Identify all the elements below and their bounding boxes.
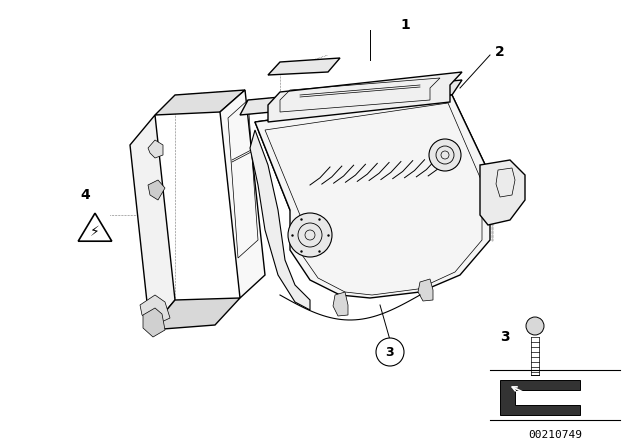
Polygon shape [78, 213, 112, 241]
Circle shape [429, 139, 461, 171]
Polygon shape [480, 160, 525, 225]
Polygon shape [250, 130, 310, 310]
Polygon shape [220, 90, 265, 298]
Circle shape [526, 317, 544, 335]
Polygon shape [240, 80, 462, 115]
Polygon shape [155, 90, 245, 115]
Polygon shape [150, 298, 240, 330]
Polygon shape [268, 72, 462, 122]
Polygon shape [268, 58, 340, 75]
Text: 2: 2 [495, 45, 505, 59]
Polygon shape [255, 95, 490, 210]
Text: 00210749: 00210749 [528, 430, 582, 440]
Polygon shape [500, 380, 580, 415]
Polygon shape [333, 292, 348, 316]
Text: 4: 4 [80, 188, 90, 202]
Polygon shape [418, 279, 433, 301]
Text: 3: 3 [500, 330, 510, 344]
Circle shape [376, 338, 404, 366]
Polygon shape [148, 140, 163, 158]
Text: 1: 1 [400, 18, 410, 32]
Polygon shape [255, 95, 490, 298]
Polygon shape [148, 180, 165, 200]
Text: 3: 3 [386, 345, 394, 358]
Polygon shape [140, 295, 170, 325]
Text: ⚡: ⚡ [90, 225, 100, 239]
Polygon shape [143, 308, 165, 337]
Polygon shape [130, 115, 175, 330]
Circle shape [288, 213, 332, 257]
